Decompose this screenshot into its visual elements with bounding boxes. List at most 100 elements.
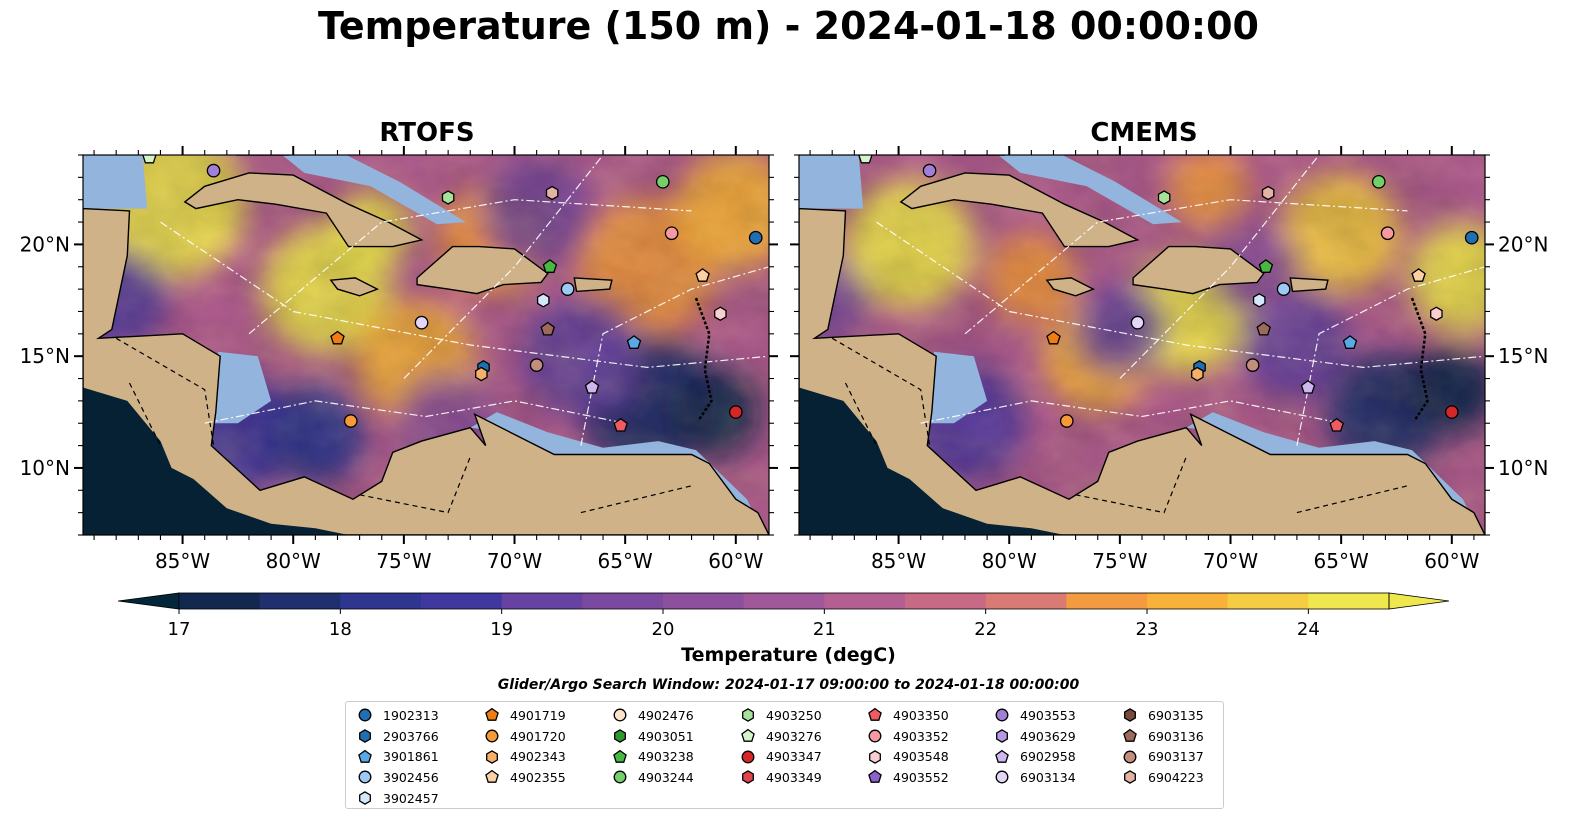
eez-boundary	[1296, 266, 1485, 446]
colorbar-bin	[1066, 593, 1148, 609]
colorbar-bin	[1147, 593, 1229, 609]
lon-tick-label: 60°W	[1424, 549, 1479, 573]
hexagon-marker-icon	[359, 791, 371, 805]
legend-item-4902343: 4902343	[484, 746, 566, 767]
legend-item-6902958: 6902958	[994, 746, 1076, 767]
float-marker-6903136	[540, 321, 555, 336]
lat-tick-label: 10°N	[20, 456, 70, 480]
legend-item-3902456: 3902456	[357, 767, 439, 788]
float-marker-6903137	[529, 358, 544, 372]
legend-item-4903347: 4903347	[740, 746, 822, 767]
eez-boundary	[964, 199, 1408, 335]
legend-marker	[485, 770, 499, 784]
country-border	[1075, 456, 1187, 514]
legend-marker	[485, 729, 499, 743]
circle-marker-icon	[613, 770, 627, 784]
legend-marker	[359, 791, 371, 805]
float-marker-4903553	[206, 163, 221, 178]
legend-marker	[995, 770, 1009, 784]
legend-column: 1902313 2903766 3901861 3902456 3902457	[357, 705, 439, 808]
eez-boundary	[160, 221, 769, 369]
country-border	[831, 337, 931, 446]
country-border	[359, 456, 471, 514]
legend-label: 4903553	[1020, 707, 1076, 723]
colorbar-tick-label: 18	[329, 619, 352, 640]
float-marker-4903250	[441, 190, 455, 205]
float-marker-3901861	[626, 335, 642, 349]
float-marker-3902456	[1276, 282, 1291, 296]
colorbar-tick-label: 24	[1297, 619, 1320, 640]
legend-item-4903629: 4903629	[994, 726, 1076, 747]
lon-tick-label: 85°W	[155, 549, 210, 573]
land-jamaica	[1045, 277, 1096, 297]
shallow-shelf	[929, 351, 988, 424]
colorbar-tick-label: 17	[168, 619, 191, 640]
colorbar-bin	[582, 593, 664, 609]
pacific-ocean	[83, 387, 349, 535]
panel-title-cmems: CMEMS	[1090, 118, 1198, 148]
colorbar-bin	[259, 593, 341, 609]
legend-label: 4903238	[638, 749, 694, 765]
colorbar-tick-label: 20	[652, 619, 675, 640]
legend-label: 6904223	[1148, 769, 1204, 785]
lon-tick-label: 75°W	[376, 549, 431, 573]
hexagon-marker-icon	[614, 729, 626, 743]
colorbar-extend-high	[1388, 592, 1450, 610]
shallow-shelf	[998, 155, 1182, 225]
pentagon-marker-icon	[741, 728, 755, 742]
legend-marker	[359, 729, 371, 743]
legend-label: 3901861	[383, 749, 439, 765]
lat-tick-label: 15°N	[20, 344, 70, 368]
legend-item-6903134: 6903134	[994, 767, 1076, 788]
hexagon-marker-icon	[869, 749, 881, 764]
float-marker-4903276	[142, 155, 157, 164]
legend-label: 4903350	[893, 707, 949, 723]
eez-boundary	[580, 266, 769, 446]
legend-marker	[613, 708, 627, 722]
hexagon-marker-icon	[359, 729, 371, 743]
pentagon-marker-icon	[485, 708, 499, 722]
legend-label: 4903244	[638, 769, 694, 785]
legend-item-4901720: 4901720	[484, 726, 566, 747]
float-marker-4901720	[343, 414, 358, 428]
colorbar-bin	[179, 593, 261, 609]
legend-marker	[1124, 770, 1136, 785]
circle-marker-icon	[613, 708, 627, 722]
legend-label: 4903347	[766, 749, 822, 765]
colorbar-label: Temperature (degC)	[681, 644, 896, 666]
land-florida	[951, 155, 1006, 156]
lon-tick-label: 70°W	[1203, 549, 1258, 573]
pentagon-marker-icon	[868, 708, 882, 722]
float-marker-6903134	[1130, 315, 1145, 330]
legend-column: 4902476 4903051 4903238 4903244	[612, 705, 694, 788]
legend-label: 4901720	[510, 728, 566, 744]
land-cuba	[183, 172, 424, 248]
legend-marker	[995, 749, 1009, 763]
circle-marker-icon	[995, 770, 1009, 784]
legend-label: 4902355	[510, 769, 566, 785]
country-border	[128, 382, 162, 446]
lon-tick-label: 75°W	[1092, 549, 1147, 573]
float-marker-4902355	[1411, 268, 1426, 282]
float-marker-4903347	[1444, 405, 1459, 419]
map-panel-cmems: 85°W 80°W 75°W 70°W 65°W 60°W 20°N 15°N 10°N	[790, 146, 1548, 573]
legend-marker	[868, 770, 882, 784]
colorbar-bin	[340, 593, 422, 609]
eez-boundary	[204, 400, 626, 424]
legend-label: 4902476	[638, 707, 694, 723]
pacific-ocean	[799, 387, 1065, 535]
colorbar-tick-label: 22	[974, 619, 997, 640]
legend-label: 6903137	[1148, 749, 1204, 765]
float-marker-6902958	[1300, 379, 1316, 394]
legend-item-4903250: 4903250	[740, 705, 822, 726]
legend-column: 4903350 4903352 4903548 4903552	[867, 705, 949, 788]
colorbar-bin	[663, 593, 745, 609]
legend-label: 3902456	[383, 769, 439, 785]
pentagon-marker-icon	[613, 749, 627, 763]
legend-item-4903552: 4903552	[867, 767, 949, 788]
lon-tick-label: 80°W	[982, 549, 1037, 573]
pentagon-marker-icon	[358, 749, 372, 763]
legend-item-4902355: 4902355	[484, 767, 566, 788]
float-marker-4903548	[714, 306, 727, 321]
lon-tick-label: 65°W	[1314, 549, 1369, 573]
